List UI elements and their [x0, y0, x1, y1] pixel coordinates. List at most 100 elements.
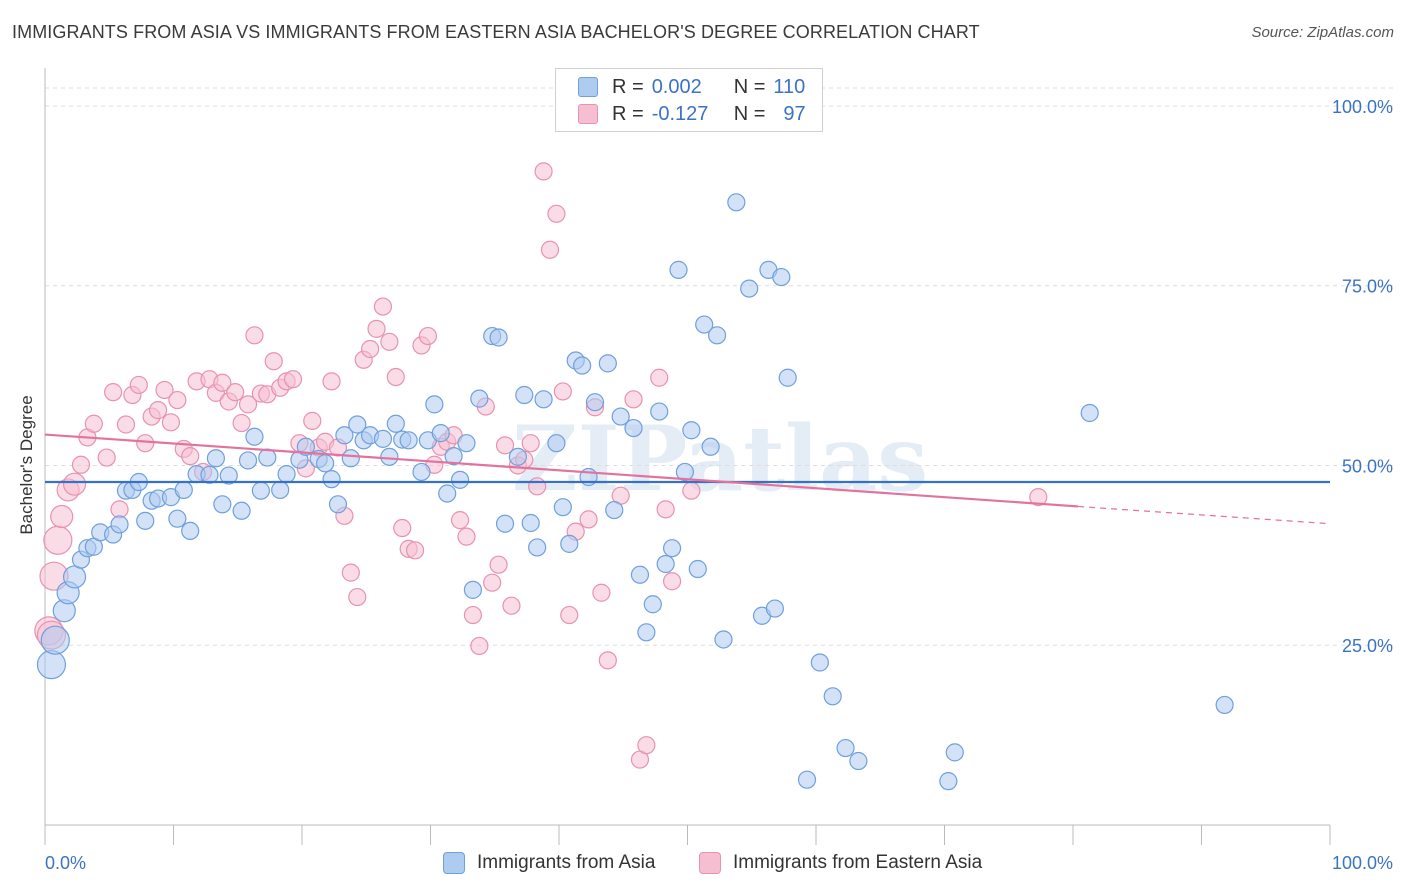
- eastern-asia-point: [682, 481, 701, 500]
- eastern-asia-point: [283, 370, 303, 389]
- eastern-asia-point: [213, 373, 232, 392]
- asia-point: [238, 451, 258, 470]
- asia-point: [322, 470, 341, 489]
- asia-point: [438, 484, 457, 503]
- eastern-asia-point: [104, 383, 123, 402]
- asia-point: [682, 421, 701, 440]
- eastern-asia-point: [405, 541, 425, 560]
- asia-point: [810, 653, 829, 672]
- asia-point: [380, 447, 399, 466]
- eastern-asia-point: [656, 500, 675, 519]
- asia-point: [213, 495, 232, 514]
- eastern-asia-point: [168, 390, 187, 410]
- eastern-asia-point: [181, 447, 200, 466]
- asia-point: [823, 687, 842, 706]
- series-legend-eastern-asia: Immigrants from Eastern Asia: [699, 852, 982, 874]
- eastern-asia-point: [84, 414, 103, 433]
- asia-point: [945, 743, 964, 762]
- eastern-asia-point: [361, 339, 380, 359]
- asia-point: [470, 389, 489, 408]
- series-legend-label: Immigrants from Eastern Asia: [733, 852, 983, 873]
- legend-r-value: -0.127: [651, 102, 709, 125]
- eastern-asia-trend-line: [44, 433, 1079, 508]
- eastern-asia-point: [97, 448, 116, 467]
- asia-point: [585, 393, 605, 412]
- eastern-asia-point: [579, 510, 598, 529]
- asia-point: [515, 385, 534, 405]
- asia-point: [650, 402, 669, 421]
- asia-point: [277, 465, 296, 484]
- eastern-asia-trend-extension: [1078, 505, 1331, 525]
- eastern-asia-point: [547, 204, 566, 223]
- eastern-asia-point: [560, 605, 579, 625]
- eastern-asia-point: [650, 368, 669, 387]
- asia-point: [573, 356, 592, 375]
- eastern-asia-point: [540, 240, 560, 259]
- chart-title: IMMIGRANTS FROM ASIA VS IMMIGRANTS FROM …: [12, 22, 980, 42]
- legend-r-value: 0.002: [651, 75, 702, 98]
- asia-point: [797, 770, 817, 789]
- asia-point: [232, 501, 251, 520]
- asia-point: [341, 449, 360, 468]
- eastern-asia-point: [373, 297, 393, 316]
- eastern-asia-point: [348, 587, 367, 607]
- asia-point: [637, 623, 656, 642]
- asia-point: [1080, 403, 1099, 423]
- eastern-asia-point: [534, 162, 553, 181]
- asia-point: [200, 465, 219, 484]
- asia-point: [643, 595, 662, 614]
- asia-point: [772, 267, 791, 287]
- asia-point: [528, 538, 547, 557]
- y-tick-label: 100.0%: [1332, 97, 1393, 117]
- asia-point: [40, 625, 70, 655]
- asia-point: [508, 447, 527, 466]
- asia-point: [251, 481, 270, 500]
- asia-point: [495, 514, 515, 533]
- eastern-asia-point: [245, 326, 264, 345]
- y-tick-label: 25.0%: [1342, 636, 1393, 656]
- legend-row-eastern-asia: R = -0.127 N = 97: [578, 101, 806, 127]
- eastern-asia-point: [110, 500, 129, 519]
- eastern-asia-point: [457, 527, 476, 546]
- eastern-asia-point: [341, 563, 360, 582]
- eastern-asia-point: [450, 511, 470, 530]
- series-swatch-blue: [443, 852, 465, 874]
- asia-point: [727, 193, 746, 212]
- asia-point: [62, 565, 87, 589]
- asia-point: [296, 437, 315, 456]
- eastern-asia-point: [470, 636, 489, 656]
- eastern-asia-point: [62, 472, 87, 496]
- watermark: ZIPatlas: [512, 406, 928, 512]
- asia-point: [444, 447, 463, 466]
- asia-point: [701, 437, 720, 456]
- asia-point: [36, 650, 67, 680]
- asia-point: [624, 418, 643, 438]
- asia-point: [431, 424, 450, 443]
- asia-point: [271, 480, 290, 500]
- eastern-asia-point: [553, 382, 572, 401]
- asia-point: [206, 449, 226, 468]
- eastern-asia-point: [1029, 488, 1048, 507]
- asia-point: [695, 315, 714, 334]
- eastern-asia-point: [50, 504, 74, 529]
- x-tick-label: 0.0%: [45, 853, 86, 873]
- asia-point: [258, 448, 277, 467]
- y-tick-label: 50.0%: [1342, 456, 1393, 476]
- asia-point: [373, 429, 393, 448]
- eastern-asia-point: [238, 395, 258, 414]
- eastern-asia-point: [624, 390, 643, 409]
- y-tick-label: 75.0%: [1342, 277, 1393, 297]
- eastern-asia-point: [116, 415, 136, 434]
- asia-point: [778, 368, 797, 387]
- legend-n-label: N =: [733, 102, 766, 125]
- asia-point: [630, 565, 650, 584]
- eastern-asia-point: [303, 411, 322, 430]
- eastern-asia-point: [43, 525, 73, 555]
- asia-point: [316, 454, 335, 473]
- asia-point: [335, 426, 354, 445]
- legend-row-asia: R = 0.002 N = 110: [578, 74, 805, 100]
- asia-point: [386, 414, 405, 433]
- eastern-asia-point: [637, 736, 656, 755]
- eastern-asia-point: [264, 352, 283, 371]
- asia-point: [412, 462, 431, 482]
